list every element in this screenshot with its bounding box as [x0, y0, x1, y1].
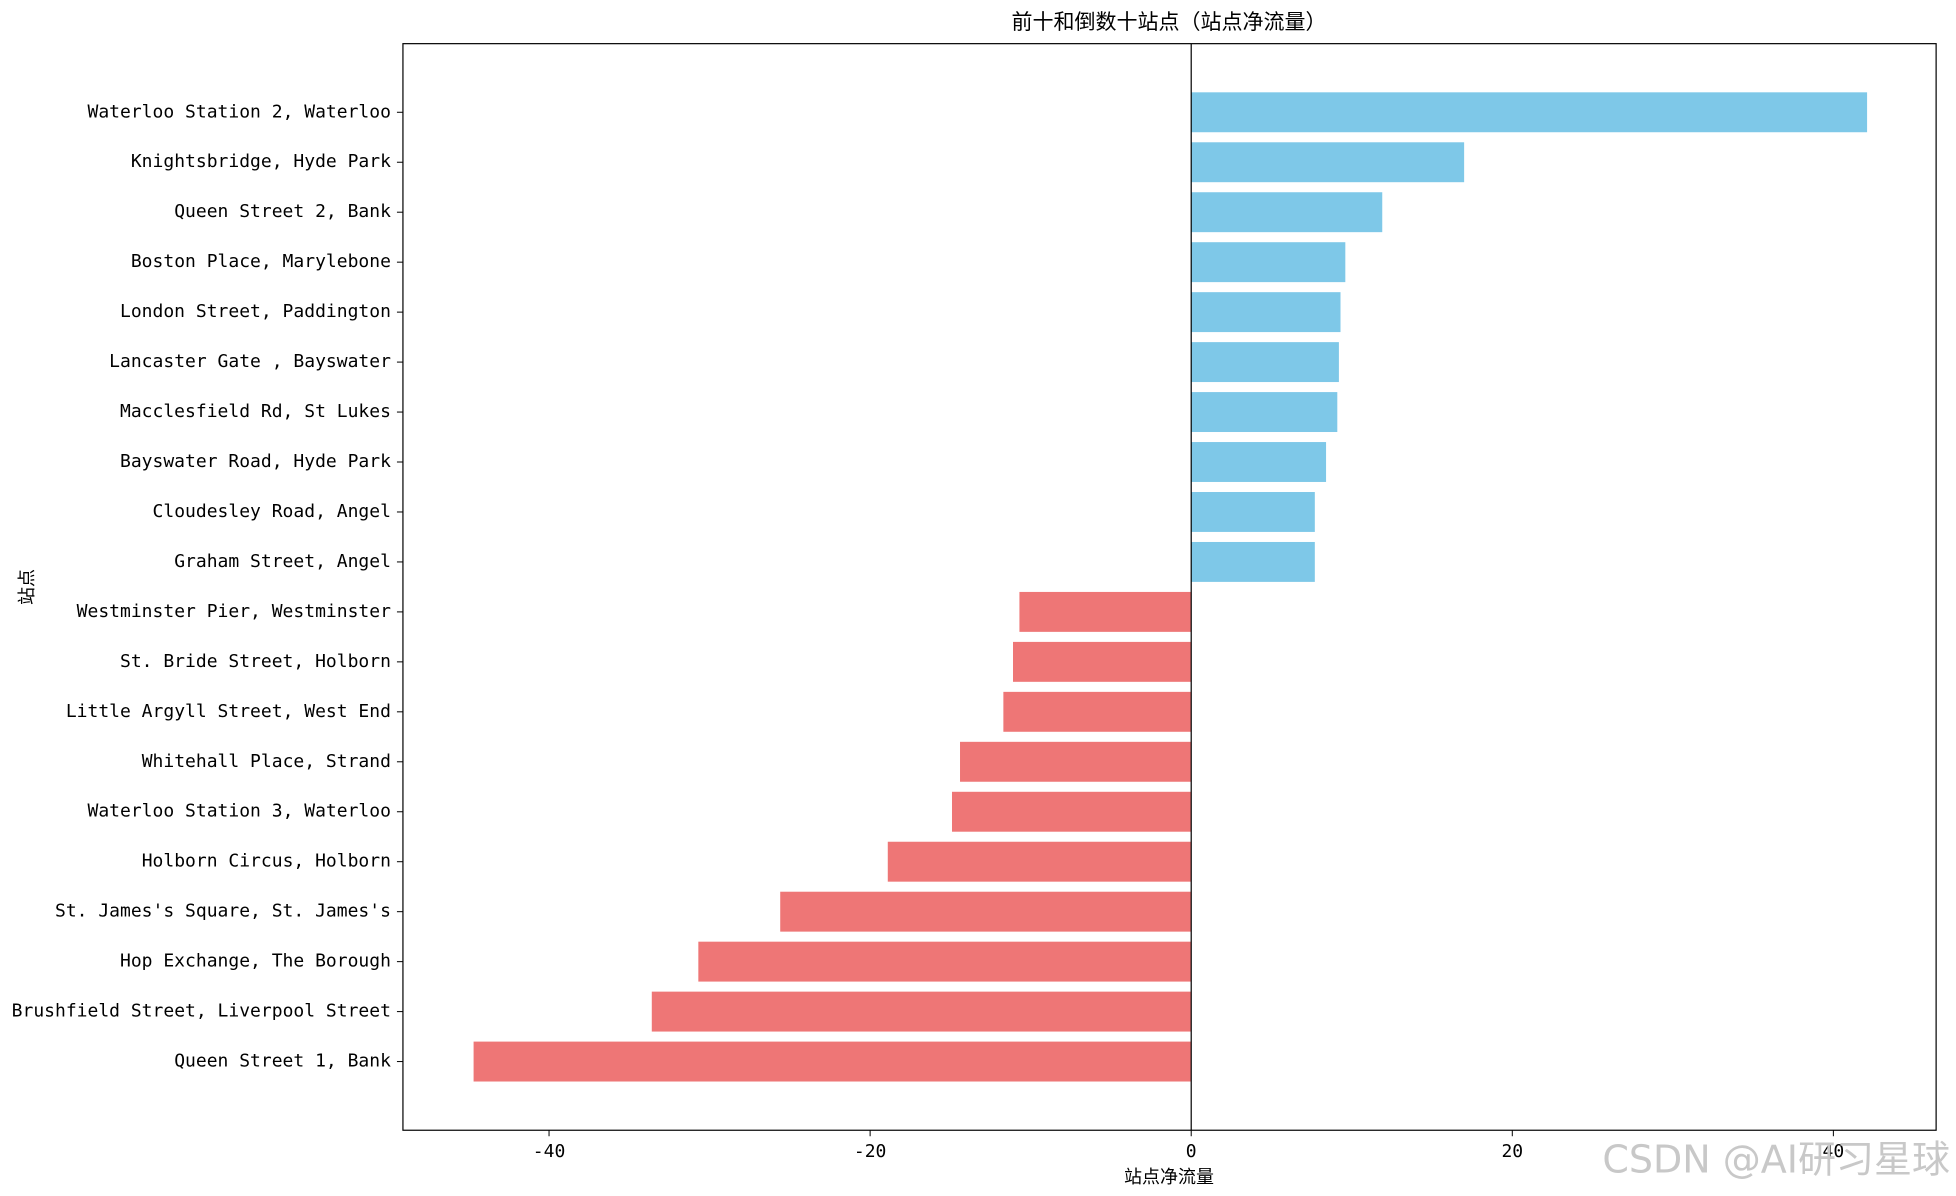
- bar: [1191, 541, 1315, 582]
- y-tick-label: Bayswater Road, Hyde Park: [120, 451, 391, 472]
- bar: [698, 941, 1192, 982]
- y-tick-label: Holborn Circus, Holborn: [142, 851, 391, 872]
- y-tick-label: St. James's Square, St. James's: [55, 901, 391, 922]
- bar: [960, 741, 1192, 782]
- y-tick-label: Waterloo Station 3, Waterloo: [88, 801, 391, 822]
- y-tick-label: Hop Exchange, The Borough: [120, 951, 391, 972]
- bar: [1191, 242, 1346, 283]
- y-tick-label: Westminster Pier, Westminster: [77, 601, 391, 622]
- y-tick-label: Boston Place, Marylebone: [131, 251, 391, 272]
- bar: [473, 1041, 1192, 1082]
- bar: [1003, 691, 1192, 732]
- y-tick-label: Brushfield Street, Liverpool Street: [12, 1001, 391, 1022]
- x-tick-label: 40: [1823, 1141, 1845, 1162]
- watermark: CSDN @AI研习星球: [1602, 1138, 1950, 1182]
- y-tick-label: Whitehall Place, Strand: [142, 751, 391, 772]
- bar: [1191, 192, 1383, 233]
- bar: [1191, 292, 1341, 333]
- plot-frame: [402, 43, 1937, 1131]
- y-axis-label: 站点: [17, 569, 38, 605]
- x-tick-label: -20: [854, 1141, 887, 1162]
- bar: [651, 991, 1192, 1032]
- bar: [1191, 492, 1315, 532]
- x-tick-label: -40: [533, 1141, 566, 1162]
- bar: [1191, 342, 1339, 383]
- bar: [1191, 92, 1868, 133]
- bar: [780, 891, 1192, 932]
- y-tick-label: Knightsbridge, Hyde Park: [131, 151, 391, 172]
- y-tick-label: Queen Street 1, Bank: [174, 1051, 391, 1072]
- y-tick-label: St. Bride Street, Holborn: [120, 651, 391, 672]
- bar: [1191, 392, 1338, 433]
- y-tick-label: London Street, Paddington: [120, 301, 391, 322]
- x-tick-label: 20: [1501, 1141, 1523, 1162]
- x-axis-label: 站点净流量: [1124, 1167, 1214, 1188]
- bar: [887, 841, 1192, 882]
- x-tick-label: 0: [1186, 1141, 1197, 1162]
- y-tick-label: Little Argyll Street, West End: [66, 701, 391, 722]
- y-tick-label: Queen Street 2, Bank: [174, 201, 391, 222]
- bar: [1191, 442, 1327, 482]
- bar: [951, 791, 1192, 832]
- y-tick-label: Graham Street, Angel: [174, 551, 391, 572]
- chart-title: 前十和倒数十站点（站点净流量）: [1012, 10, 1327, 34]
- y-tick-label: Macclesfield Rd, St Lukes: [120, 401, 391, 422]
- bar: [1191, 142, 1465, 183]
- y-tick-label: Cloudesley Road, Angel: [153, 501, 391, 522]
- y-tick-label: Lancaster Gate , Bayswater: [109, 351, 391, 372]
- bar: [1019, 591, 1192, 632]
- y-tick-label: Waterloo Station 2, Waterloo: [88, 101, 391, 122]
- bar: [1013, 641, 1192, 682]
